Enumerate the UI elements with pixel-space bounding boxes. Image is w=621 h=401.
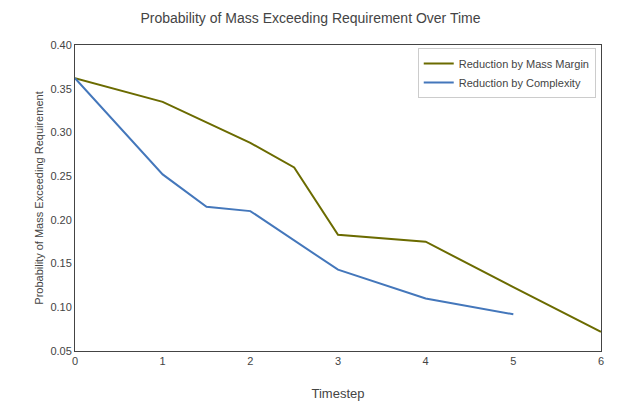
svg-text:Probability of Mass Exceeding: Probability of Mass Exceeding Requiremen… [33, 91, 45, 304]
svg-text:5: 5 [510, 355, 516, 367]
svg-text:6: 6 [598, 355, 604, 367]
svg-text:0.05: 0.05 [50, 345, 71, 357]
svg-text:0.40: 0.40 [50, 39, 71, 51]
svg-text:1: 1 [160, 355, 166, 367]
svg-text:0.35: 0.35 [50, 83, 71, 95]
svg-text:Reduction by Complexity: Reduction by Complexity [459, 77, 581, 89]
svg-text:0.20: 0.20 [50, 214, 71, 226]
svg-text:0.30: 0.30 [50, 126, 71, 138]
svg-text:0.10: 0.10 [50, 301, 71, 313]
svg-text:4: 4 [423, 355, 429, 367]
svg-text:Reduction by Mass Margin: Reduction by Mass Margin [459, 58, 589, 70]
svg-text:Timestep: Timestep [312, 386, 365, 401]
svg-text:Probability of Mass Exceeding: Probability of Mass Exceeding Requiremen… [140, 10, 480, 26]
svg-text:0: 0 [72, 355, 78, 367]
svg-text:2: 2 [247, 355, 253, 367]
svg-text:3: 3 [335, 355, 341, 367]
svg-text:0.15: 0.15 [50, 257, 71, 269]
svg-text:0.25: 0.25 [50, 170, 71, 182]
